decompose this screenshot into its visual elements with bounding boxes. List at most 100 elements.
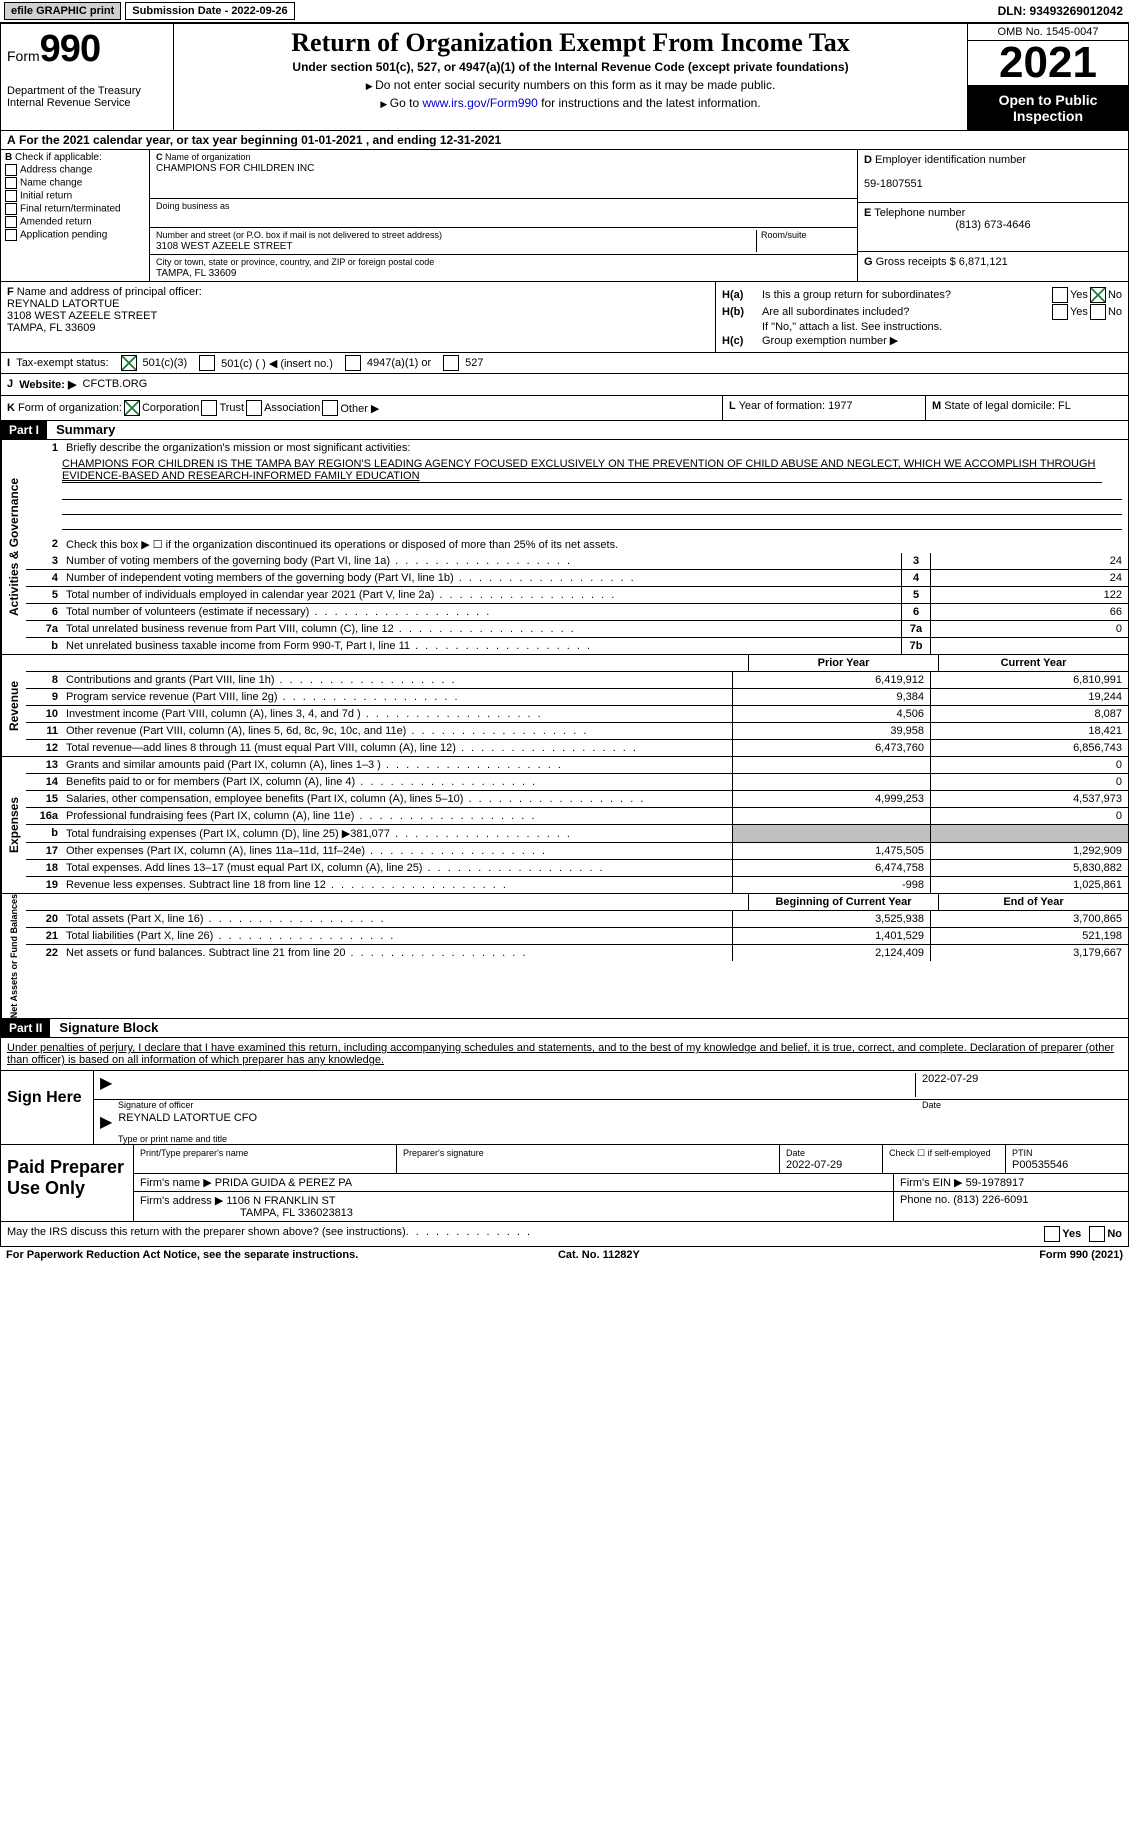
checkbox-other[interactable] xyxy=(322,400,338,416)
part2-title: Signature Block xyxy=(53,1018,164,1037)
checkbox-application-pending[interactable] xyxy=(5,229,17,241)
prep-date: 2022-07-29 xyxy=(786,1159,842,1171)
prep-self-employed: Check ☐ if self-employed xyxy=(889,1148,991,1158)
gross-receipts-value: 6,871,121 xyxy=(959,256,1008,268)
col-prior-year: Prior Year xyxy=(748,655,938,671)
prep-name-label: Print/Type preparer's name xyxy=(140,1148,248,1158)
checkbox-501c3[interactable] xyxy=(121,355,137,371)
year-formation-label: Year of formation: xyxy=(739,400,825,412)
state-domicile: FL xyxy=(1058,400,1071,412)
officer-addr1: 3108 WEST AZEELE STREET xyxy=(7,310,157,322)
tax-exempt-label: Tax-exempt status: xyxy=(16,357,108,369)
col-begin-year: Beginning of Current Year xyxy=(748,894,938,910)
dept-treasury: Department of the Treasury xyxy=(7,85,167,97)
sig-date: 2022-07-29 xyxy=(915,1073,1122,1097)
discuss-question: May the IRS discuss this return with the… xyxy=(7,1226,406,1242)
officer-label: Name and address of principal officer: xyxy=(17,286,202,298)
firm-ein-label: Firm's EIN ▶ xyxy=(900,1177,963,1189)
checkbox-ha-no[interactable] xyxy=(1090,287,1106,303)
ptin: P00535546 xyxy=(1012,1159,1068,1171)
part2-header: Part II xyxy=(1,1019,50,1037)
prep-sig-label: Preparer's signature xyxy=(403,1148,484,1158)
paid-preparer-label: Paid Preparer Use Only xyxy=(1,1145,134,1221)
form-label: Form xyxy=(7,48,40,64)
checkbox-corporation[interactable] xyxy=(124,400,140,416)
phone-value: (813) 673-4646 xyxy=(864,219,1122,231)
vtab-expenses: Expenses xyxy=(1,757,26,893)
officer-name: REYNALD LATORTUE xyxy=(7,298,119,310)
part1-header: Part I xyxy=(1,421,47,439)
ha-label: Is this a group return for subordinates? xyxy=(762,289,1050,301)
ein-label: Employer identification number xyxy=(875,154,1026,166)
ptin-label: PTIN xyxy=(1012,1148,1033,1158)
hb-label: Are all subordinates included? xyxy=(762,306,1050,318)
ein-value: 59-1807551 xyxy=(864,178,923,190)
org-name-label: Name of organization xyxy=(165,152,251,162)
officer-addr2: TAMPA, FL 33609 xyxy=(7,322,95,334)
checkbox-initial-return[interactable] xyxy=(5,190,17,202)
line1-label: Briefly describe the organization's miss… xyxy=(62,440,1128,456)
sig-officer-label: Signature of officer xyxy=(118,1100,193,1110)
state-domicile-label: State of legal domicile: xyxy=(944,400,1055,412)
website-label: Website: ▶ xyxy=(19,378,76,391)
submission-date: Submission Date - 2022-09-26 xyxy=(125,2,294,20)
hb-note: If "No," attach a list. See instructions… xyxy=(762,321,942,333)
form-org-label: Form of organization: xyxy=(18,402,122,414)
checkbox-discuss-no[interactable] xyxy=(1089,1226,1105,1242)
street-address: 3108 WEST AZEELE STREET xyxy=(156,241,293,252)
phone-label: Telephone number xyxy=(874,207,965,219)
mission-text: CHAMPIONS FOR CHILDREN IS THE TAMPA BAY … xyxy=(62,458,1102,483)
checkbox-discuss-yes[interactable] xyxy=(1044,1226,1060,1242)
checkbox-trust[interactable] xyxy=(201,400,217,416)
hc-label: Group exemption number ▶ xyxy=(762,334,898,347)
firm-phone: (813) 226-6091 xyxy=(953,1194,1028,1206)
year-formation: 1977 xyxy=(828,400,852,412)
firm-ein: 59-1978917 xyxy=(966,1177,1025,1189)
checkbox-hb-no[interactable] xyxy=(1090,304,1106,320)
col-end-year: End of Year xyxy=(938,894,1128,910)
perjury-declaration: Under penalties of perjury, I declare th… xyxy=(1,1038,1128,1070)
org-name: CHAMPIONS FOR CHILDREN INC xyxy=(156,163,314,174)
form-number: 990 xyxy=(40,28,100,70)
col-current-year: Current Year xyxy=(938,655,1128,671)
checkbox-association[interactable] xyxy=(246,400,262,416)
checkbox-final-return[interactable] xyxy=(5,203,17,215)
sign-here-label: Sign Here xyxy=(1,1071,94,1144)
form-subtitle: Under section 501(c), 527, or 4947(a)(1)… xyxy=(180,60,961,74)
gross-receipts-label: Gross receipts $ xyxy=(876,256,956,268)
name-title-label: Type or print name and title xyxy=(94,1134,1128,1144)
city-label: City or town, state or province, country… xyxy=(156,257,434,267)
firm-phone-label: Phone no. xyxy=(900,1194,950,1206)
goto-instructions: Go to www.irs.gov/Form990 for instructio… xyxy=(180,96,961,110)
checkbox-hb-yes[interactable] xyxy=(1052,304,1068,320)
pra-notice: For Paperwork Reduction Act Notice, see … xyxy=(6,1249,358,1261)
checkbox-ha-yes[interactable] xyxy=(1052,287,1068,303)
date-label: Date xyxy=(922,1100,1122,1110)
checkbox-4947[interactable] xyxy=(345,355,361,371)
firm-name-label: Firm's name ▶ xyxy=(140,1177,212,1189)
line-a-calendar-year: For the 2021 calendar year, or tax year … xyxy=(19,133,501,147)
firm-addr1: 1106 N FRANKLIN ST xyxy=(226,1195,335,1207)
officer-name-title: REYNALD LATORTUE CFO xyxy=(118,1112,257,1132)
website-value: CFCTB.ORG xyxy=(83,378,148,391)
form-title: Return of Organization Exempt From Incom… xyxy=(180,28,961,58)
firm-name: PRIDA GUIDA & PEREZ PA xyxy=(215,1177,352,1189)
tax-year: 2021 xyxy=(968,41,1128,86)
vtab-revenue: Revenue xyxy=(1,655,26,756)
checkbox-name-change[interactable] xyxy=(5,177,17,189)
ssn-warning: Do not enter social security numbers on … xyxy=(180,78,961,92)
checkbox-address-change[interactable] xyxy=(5,164,17,176)
dln: DLN: 93493269012042 xyxy=(998,4,1123,18)
part1-title: Summary xyxy=(50,420,121,439)
section-b-checkboxes: B Check if applicable: Address change Na… xyxy=(1,150,150,281)
street-label: Number and street (or P.O. box if mail i… xyxy=(156,230,442,240)
firm-addr-label: Firm's address ▶ xyxy=(140,1195,223,1207)
vtab-net-assets: Net Assets or Fund Balances xyxy=(1,894,26,1018)
city-state-zip: TAMPA, FL 33609 xyxy=(156,268,236,279)
irs-link[interactable]: www.irs.gov/Form990 xyxy=(422,96,537,110)
checkbox-527[interactable] xyxy=(443,355,459,371)
firm-addr2: TAMPA, FL 336023813 xyxy=(240,1207,353,1219)
checkbox-amended-return[interactable] xyxy=(5,216,17,228)
efile-print-button[interactable]: efile GRAPHIC print xyxy=(4,2,121,20)
checkbox-501c[interactable] xyxy=(199,355,215,371)
